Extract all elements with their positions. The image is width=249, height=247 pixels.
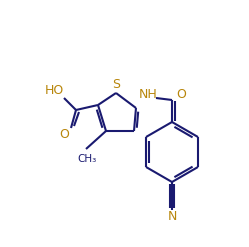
Text: O: O [59, 128, 69, 142]
Text: S: S [112, 78, 120, 90]
Text: NH: NH [139, 87, 157, 101]
Text: HO: HO [44, 84, 64, 98]
Text: N: N [167, 209, 177, 223]
Text: O: O [176, 88, 186, 102]
Text: CH₃: CH₃ [77, 154, 97, 164]
